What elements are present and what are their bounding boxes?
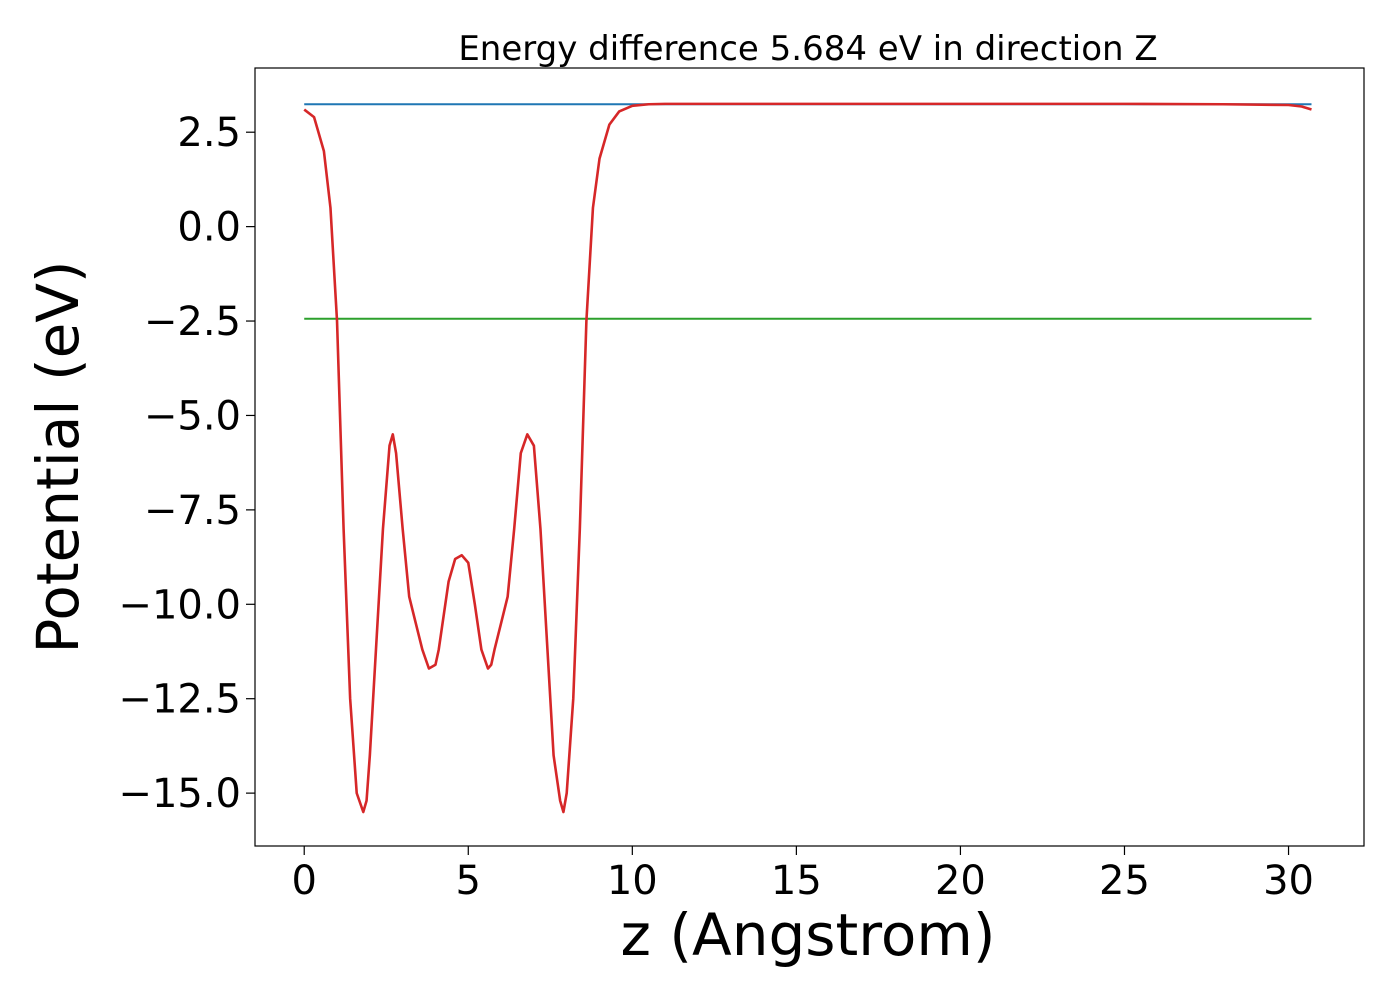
x-tick-label: 5	[456, 858, 481, 904]
y-tick-label: −5.0	[144, 393, 241, 439]
x-tick-label: 25	[1099, 858, 1150, 904]
y-tick-label: −7.5	[144, 488, 241, 534]
x-axis-label: z (Angstrom)	[621, 901, 996, 969]
chart-title: Energy difference 5.684 eV in direction …	[458, 29, 1157, 69]
x-tick-label: 10	[607, 858, 658, 904]
y-axis-label: Potential (eV)	[24, 260, 92, 653]
x-tick-label: 0	[291, 858, 316, 904]
x-axis-ticks: 0 5 10 15 20 25 30	[291, 846, 1314, 904]
y-tick-label: −15.0	[118, 771, 241, 817]
y-tick-label: −2.5	[144, 299, 241, 345]
y-axis-ticks: 2.5 0.0 −2.5 −5.0 −7.5 −10.0 −12.5 −15.0	[118, 110, 255, 817]
plot-frame	[254, 67, 1365, 847]
x-tick-label: 15	[771, 858, 822, 904]
series-2-line	[303, 102, 1312, 814]
x-tick-label: 30	[1263, 858, 1314, 904]
x-tick-label: 20	[935, 858, 986, 904]
y-tick-label: 2.5	[177, 110, 241, 156]
y-tick-label: −10.0	[118, 582, 241, 628]
series-layer	[303, 102, 1312, 814]
y-tick-label: 0.0	[177, 205, 241, 251]
y-tick-label: −12.5	[118, 677, 241, 723]
